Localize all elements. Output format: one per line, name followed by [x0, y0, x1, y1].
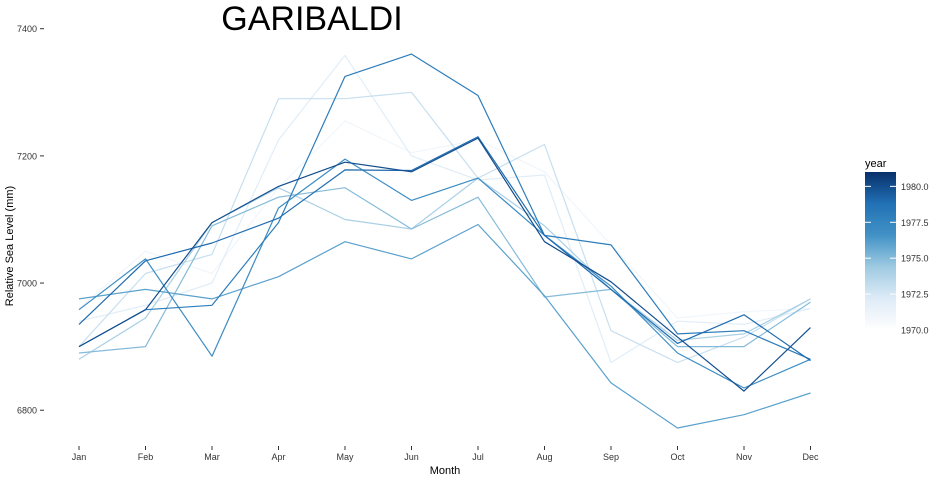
series-line-1971	[78, 120, 811, 319]
y-axis-label: Relative Sea Level (mm)	[4, 186, 16, 306]
legend-tick-label: 1972.5	[901, 290, 929, 300]
x-tick-label: Nov	[736, 452, 753, 462]
x-tick-label: Oct	[670, 452, 685, 462]
y-tick-label: 6800	[17, 406, 37, 416]
x-axis: Jan Feb Mar Apr May Jun Jul Aug Sep Oct Nov Dec	[72, 446, 819, 462]
legend-tick-label: 1970.0	[901, 326, 929, 336]
x-tick-label: Feb	[138, 452, 154, 462]
x-axis-label: Month	[430, 465, 461, 477]
x-tick-label: Aug	[536, 452, 552, 462]
legend-tick-label: 1977.5	[901, 218, 929, 228]
series-line-1975	[78, 187, 811, 354]
legend-tick-label: 1975.0	[901, 254, 929, 264]
series-line-1976	[78, 223, 811, 429]
x-tick-label: Mar	[204, 452, 220, 462]
y-tick-label: 7000	[17, 279, 37, 289]
y-tick-label: 7400	[17, 24, 37, 34]
plot-lines	[78, 42, 811, 429]
x-tick-label: Dec	[802, 452, 819, 462]
x-tick-label: May	[336, 452, 354, 462]
x-tick-label: Jul	[472, 452, 484, 462]
chart-title: GARIBALDI	[221, 0, 402, 38]
series-line-1980	[78, 137, 811, 392]
legend-title: year	[865, 158, 887, 170]
legend: year 1970.0 1972.5 1975.0 1977.5 1980.0	[865, 158, 929, 336]
series-line-1977	[78, 158, 811, 389]
y-axis: 6800 7000 7200 7400	[17, 24, 44, 416]
x-tick-label: Jun	[404, 452, 419, 462]
legend-ticks: 1970.0 1972.5 1975.0 1977.5 1980.0	[865, 182, 929, 336]
legend-colorbar	[865, 172, 896, 330]
series-line-1970	[78, 42, 811, 329]
x-tick-label: Jan	[72, 452, 87, 462]
series-line-1972	[78, 54, 811, 364]
legend-tick-label: 1980.0	[901, 182, 929, 192]
series-line-1979	[78, 136, 811, 362]
series-line-1978	[78, 53, 811, 360]
x-tick-label: Apr	[271, 452, 285, 462]
x-tick-label: Sep	[603, 452, 619, 462]
y-tick-label: 7200	[17, 151, 37, 161]
